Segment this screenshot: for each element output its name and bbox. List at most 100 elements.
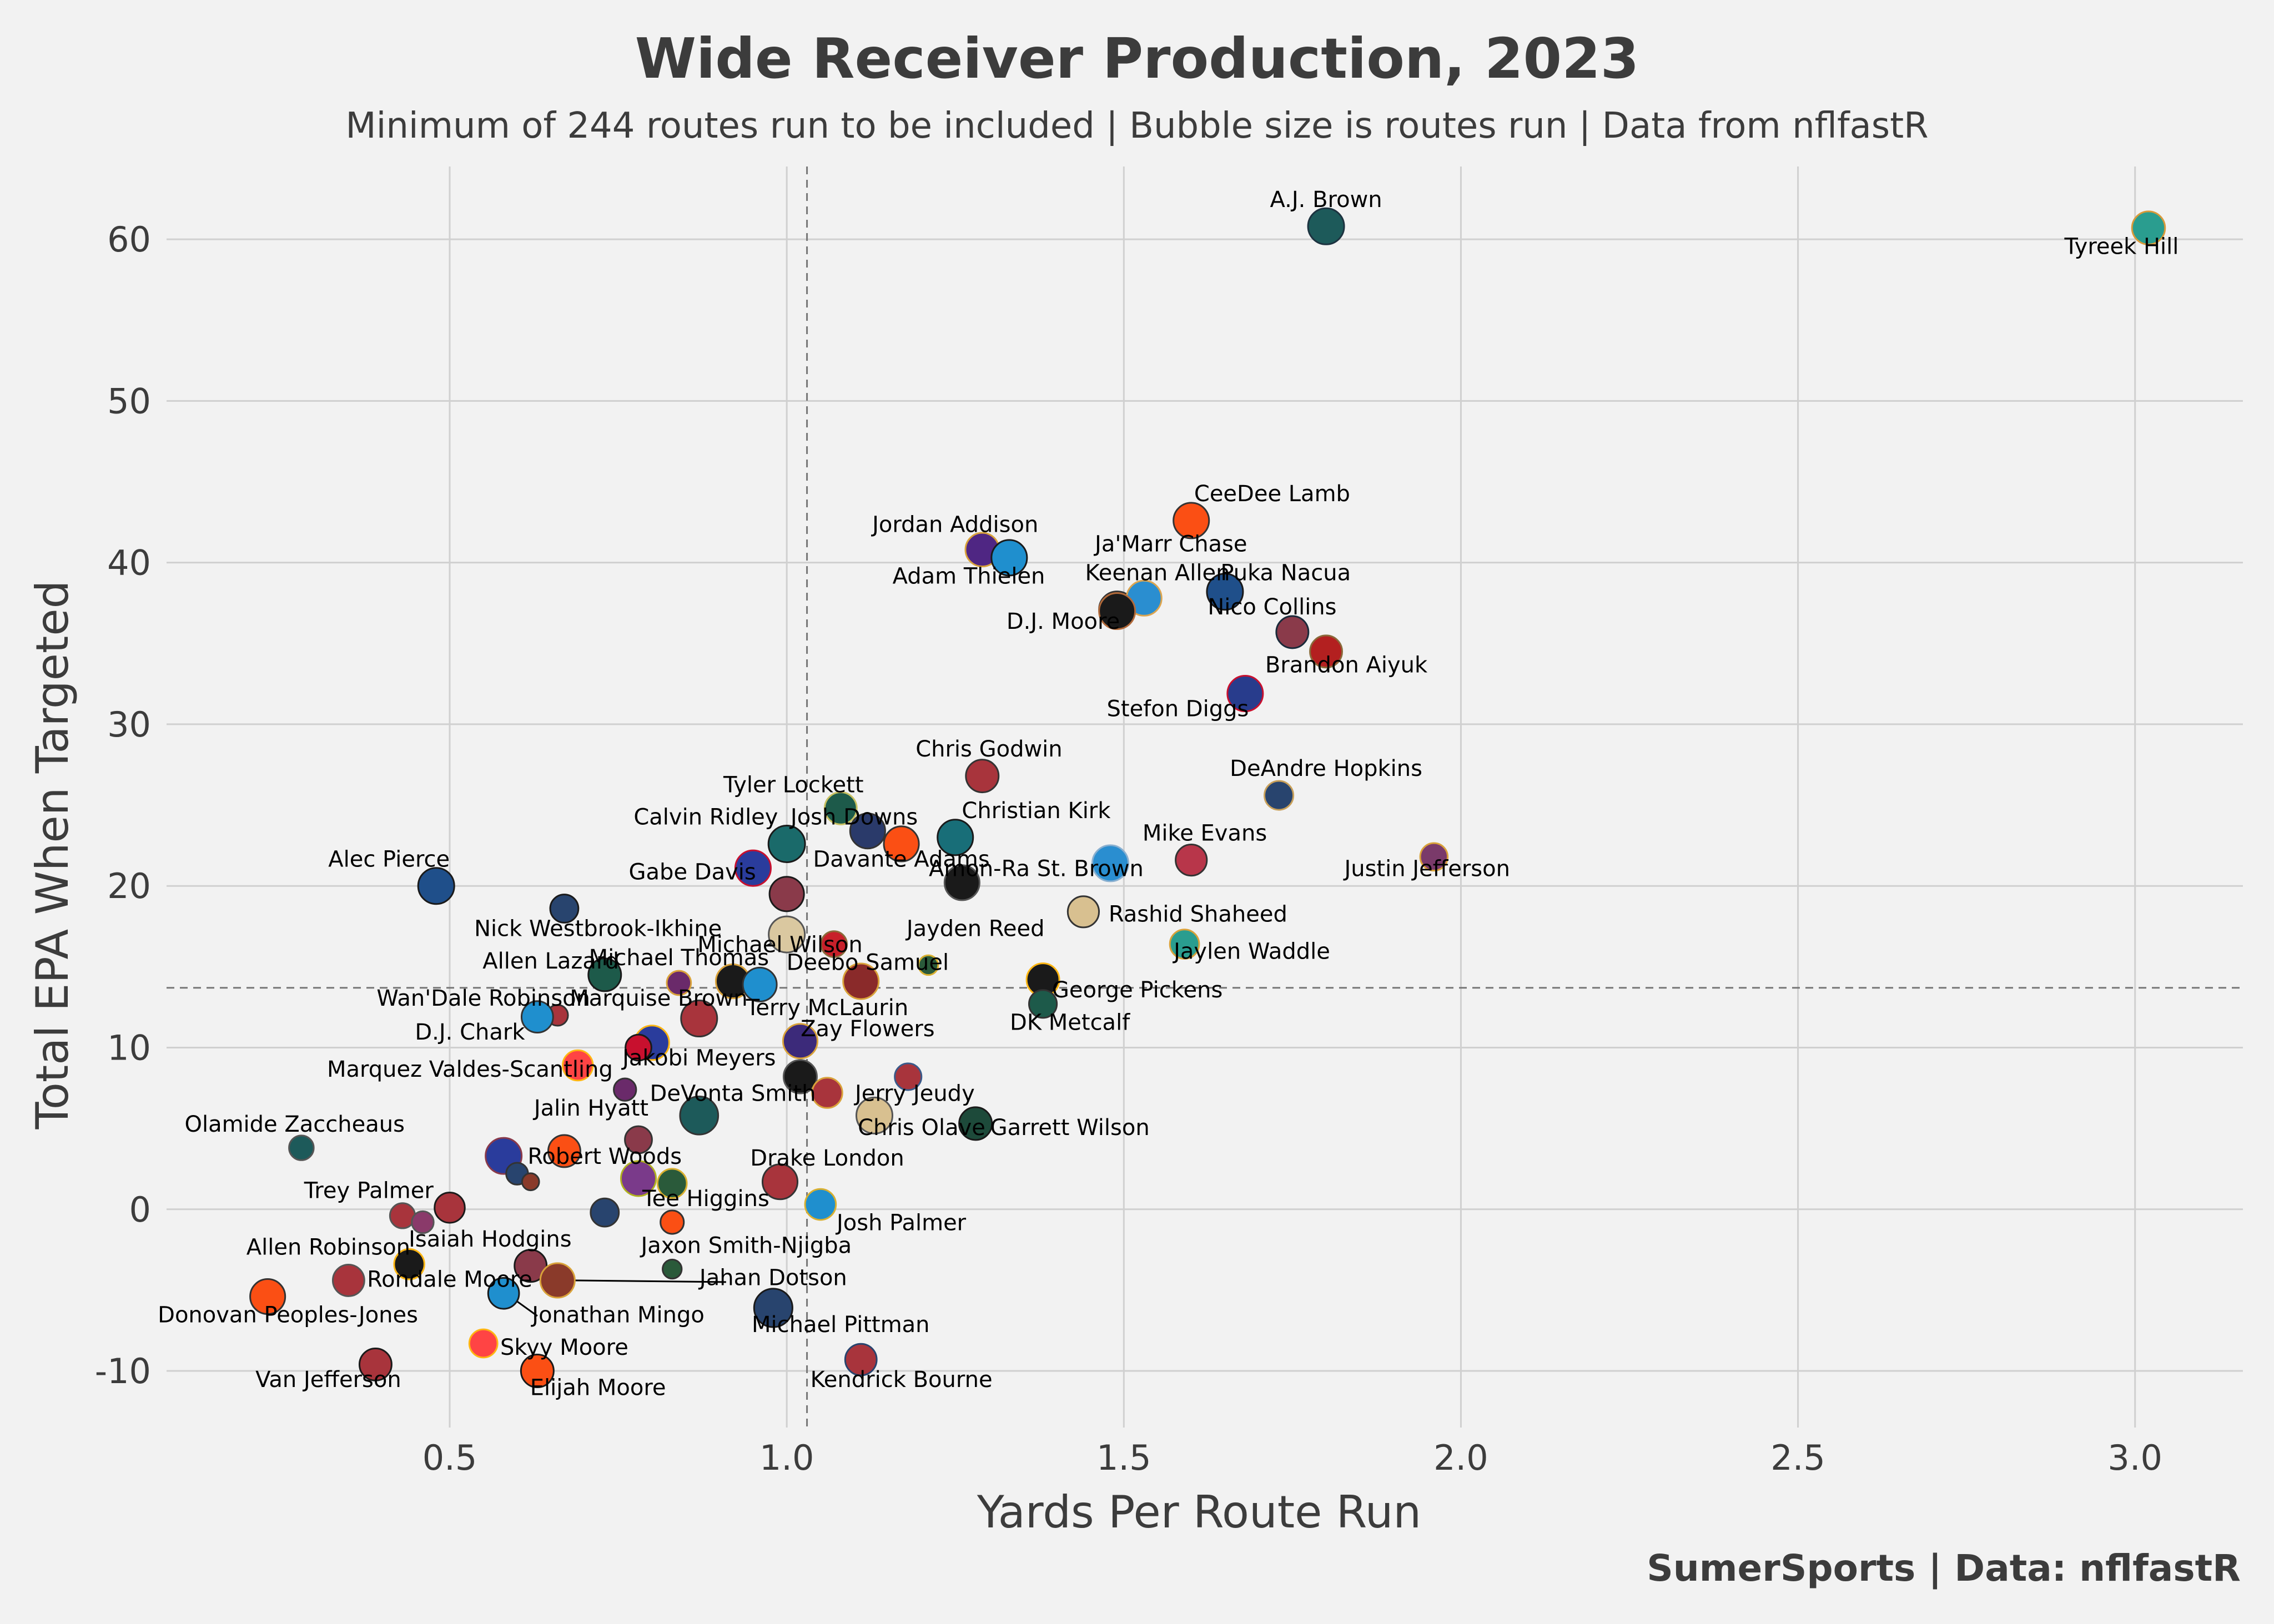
data-label: Kendrick Bourne [811, 1367, 993, 1393]
data-label: Josh Palmer [835, 1211, 967, 1236]
data-label: Marquise Brown [570, 986, 747, 1011]
data-label: Stefon Diggs [1107, 696, 1249, 722]
grid-layer [167, 167, 2243, 1428]
data-point: Christian Kirk [937, 819, 974, 856]
data-point: Calvin Ridley [767, 824, 806, 863]
data-point: Olamide Zaccheaus [288, 1134, 315, 1161]
data-point: Gabe Davis [734, 849, 772, 887]
data-label: Jakobi Meyers [621, 1046, 776, 1071]
data-label: Michael Wilson [697, 932, 862, 958]
data-label: Michael Thomas [589, 945, 769, 971]
data-point: Deebo Samuel [820, 930, 848, 958]
data-point: Isaiah Hodgins [514, 1249, 548, 1283]
data-point: Rashid Shaheed [1066, 895, 1100, 929]
data-label: DeAndre Hopkins [1230, 756, 1422, 781]
data-label: Brandon Aiyuk [1265, 653, 1428, 678]
data-point: Elijah Moore [520, 1354, 555, 1389]
y-tick-label: 40 [107, 543, 151, 583]
data-point: Michael Pittman [753, 1288, 793, 1328]
data-point: Michael Wilson [768, 915, 806, 954]
data-point: Josh Palmer [804, 1188, 837, 1221]
data-point: Terry McLaurin [842, 962, 880, 1000]
data-label: Nico Collins [1208, 594, 1336, 620]
data-label: Alec Pierce [328, 846, 450, 872]
data-point: Stefon Diggs [1226, 675, 1264, 713]
data-point: Tee Higgins [620, 1160, 657, 1197]
data-label: Skyy Moore [500, 1335, 628, 1360]
data-label: CeeDee Lamb [1194, 481, 1350, 507]
chart-subtitle: Minimum of 244 routes run to be included… [345, 105, 1928, 147]
data-label: Jaxon Smith-Njigba [639, 1233, 852, 1258]
data-point: D.J. Chark [520, 1000, 554, 1034]
y-axis-label: Total EPA When Targeted [27, 581, 78, 1130]
data-point: Nick Westbrook-Ikhine (2) [549, 894, 580, 924]
data-point: Jaylen Waddle [1169, 929, 1200, 960]
y-tick-label: 60 [107, 219, 151, 260]
data-point: D.J. Moore [1098, 592, 1136, 631]
data-label: Jahan Dotson [698, 1265, 847, 1291]
data-point: DK Metcalf [1028, 989, 1058, 1019]
data-point: Tee Higgins (2) [656, 1168, 688, 1199]
data-label: Davante Adams [813, 846, 989, 872]
x-tick-label: 2.0 [1433, 1438, 1488, 1478]
data-point: Van Jefferson [358, 1347, 393, 1381]
x-tick-label: 1.5 [1096, 1438, 1151, 1478]
bubble-layer: A.J. Brown Tyreek Hill CeeDee Lamb Jordan A… [249, 207, 2166, 1389]
data-label: Nick Westbrook-Ikhine [474, 916, 722, 942]
data-point: Nico Collins [1275, 615, 1310, 649]
data-label: Chris Olave [858, 1115, 985, 1141]
data-point: Terry McLaurin (2) [742, 966, 778, 1002]
data-label: Allen Robinson [246, 1234, 410, 1260]
data-point: CeeDee Lamb [1173, 502, 1210, 539]
data-point: Trey Palmer (3) [411, 1210, 435, 1234]
data-point: Allen Lazard [587, 957, 622, 992]
data-label: Jonathan Mingo [530, 1303, 705, 1328]
data-label: Allen Lazard [482, 949, 619, 974]
tick-label-layer: 0.5 1.0 1.5 2.0 2.5 3.0 -10 0 10 20 30 40 50 60 [95, 219, 2162, 1478]
data-point: Justin Jefferson [1419, 842, 1449, 872]
data-point: Amon-Ra St. Brown [1091, 844, 1130, 882]
y-tick-label: -10 [95, 1351, 151, 1391]
point-label-layer: A.J. Brown Tyreek Hill CeeDee Lamb Jordan A… [158, 187, 2179, 1401]
data-label: Elijah Moore [530, 1375, 666, 1401]
data-point: Donovan Peoples-Jones [249, 1278, 286, 1315]
data-label: Calvin Ridley [633, 805, 778, 830]
data-label: George Pickens [1052, 977, 1222, 1003]
y-tick-label: 50 [107, 381, 151, 421]
data-label: Ja'Marr Chase [1093, 531, 1247, 557]
data-point: Jalin Hyatt [613, 1077, 637, 1102]
data-point: Puka Nacua [1206, 573, 1244, 611]
data-label: Jaylen Waddle [1172, 939, 1330, 964]
data-label: Tyler Lockett [723, 772, 864, 798]
data-label: Jayden Reed [905, 916, 1045, 942]
data-label: Gabe Davis [629, 860, 756, 885]
data-point: Tee Higgins (3) [590, 1197, 620, 1228]
data-label: Marquez Valdes-Scantling [327, 1057, 613, 1082]
data-label: Tyreek Hill [2064, 234, 2179, 259]
data-point: Jahan Dotson [662, 1258, 683, 1280]
data-label: Rashid Shaheed [1109, 901, 1287, 927]
data-label: Deebo Samuel [787, 950, 949, 976]
x-axis-label: Yards Per Route Run [977, 1486, 1421, 1538]
data-label: Wan'Dale Robinson [376, 986, 590, 1011]
label-leader-line [571, 1279, 726, 1283]
x-tick-label: 2.5 [1770, 1438, 1825, 1478]
data-label: Jerry Jeudy [853, 1081, 975, 1107]
data-label: D.J. Moore [1007, 609, 1120, 634]
data-point: Jayden Reed [917, 954, 939, 976]
data-label: Keenan Allen [1085, 561, 1230, 586]
data-label: D.J. Chark [415, 1020, 525, 1045]
data-point: Nick Westbrook-Ikhine [768, 876, 805, 912]
chart-title: Wide Receiver Production, 2023 [635, 26, 1639, 91]
data-point: Tyreek Hill [2131, 210, 2166, 245]
data-label: Jalin Hyatt [532, 1096, 648, 1121]
data-label: Josh Downs [789, 805, 918, 830]
x-tick-label: 3.0 [2107, 1438, 2162, 1478]
data-label: Chris Godwin [915, 737, 1062, 762]
data-label: Michael Pittman [752, 1312, 929, 1338]
data-label: Rondale Moore [367, 1267, 532, 1293]
x-tick-label: 0.5 [422, 1438, 477, 1478]
data-label: Amon-Ra St. Brown [929, 856, 1144, 882]
data-label: Isaiah Hodgins [409, 1227, 571, 1252]
data-label: A.J. Brown [1270, 187, 1382, 213]
